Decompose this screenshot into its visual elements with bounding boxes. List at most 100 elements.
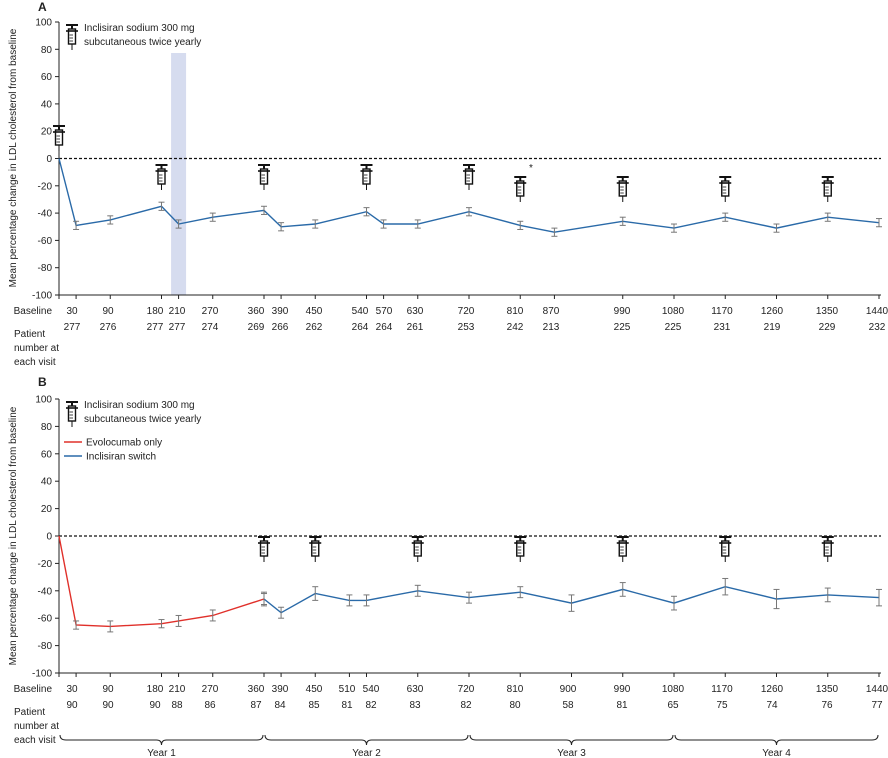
y-tick-label: -100 — [32, 291, 52, 302]
patient-count: 276 — [100, 322, 117, 333]
x-tick-label: 630 — [407, 306, 424, 317]
panel-a-letter: A — [38, 0, 47, 14]
syringe-icon — [52, 125, 66, 152]
panel-a: A Mean percentage change in LDL choleste… — [8, 0, 888, 368]
y-tick-label: -80 — [38, 263, 53, 274]
patient-count: 74 — [766, 700, 778, 711]
y-tick-label: 0 — [46, 154, 52, 165]
panel-a-patient-row-label-2: number at — [14, 343, 59, 354]
syringe-icon — [257, 164, 271, 191]
patient-count: 269 — [248, 322, 265, 333]
x-tick-label: 1080 — [662, 306, 685, 317]
y-tick-label: -80 — [38, 641, 53, 652]
syringe-icon — [615, 536, 630, 563]
year-label: Year 4 — [762, 748, 791, 758]
syringe-icon — [359, 164, 374, 191]
syringe-icon — [410, 536, 425, 563]
patient-count: 90 — [149, 700, 161, 711]
y-tick-label: 60 — [41, 72, 53, 83]
y-tick-label: 0 — [46, 532, 52, 543]
syringe-icon — [718, 536, 733, 563]
x-tick-label: 1350 — [816, 306, 839, 317]
series-line — [58, 535, 265, 628]
patient-count: 88 — [171, 700, 183, 711]
patient-count: 81 — [616, 700, 628, 711]
x-tick-label: 510 — [339, 684, 356, 695]
y-tick-label: -20 — [38, 181, 53, 192]
x-tick-label: 720 — [458, 684, 475, 695]
y-tick-label: 20 — [41, 127, 53, 138]
patient-count: 86 — [204, 700, 216, 711]
x-tick-label: 1080 — [662, 684, 685, 695]
x-tick-label: 210 — [169, 306, 186, 317]
patient-count: 225 — [665, 322, 682, 333]
patient-count: 85 — [308, 700, 320, 711]
y-tick-label: 80 — [41, 422, 53, 433]
syringe-icon — [615, 176, 630, 203]
panel-a-legend-line-1: Inclisiran sodium 300 mg — [84, 23, 195, 34]
x-tick-label: 1170 — [711, 684, 733, 695]
y-tick-label: 100 — [35, 18, 52, 29]
patient-count: 232 — [869, 322, 886, 333]
panel-a-y-axis-label: Mean percentage change in LDL cholestero… — [8, 28, 19, 287]
x-tick-label: 210 — [169, 684, 186, 695]
syringe-icon — [820, 536, 835, 563]
y-tick-label: -40 — [38, 209, 53, 220]
patient-count: 225 — [614, 322, 631, 333]
x-tick-label: 720 — [458, 306, 475, 317]
y-tick-label: -60 — [38, 236, 53, 247]
y-tick-label: 40 — [41, 99, 53, 110]
patient-count: 262 — [306, 322, 323, 333]
x-tick-label: 630 — [407, 684, 424, 695]
x-tick-label: 570 — [376, 306, 393, 317]
x-tick-label: 900 — [560, 684, 577, 695]
syringe-icon — [308, 536, 323, 563]
panel-b-patient-row-label-3: each visit — [14, 735, 56, 746]
patient-count: 219 — [764, 322, 781, 333]
year-bracket — [59, 734, 264, 746]
patient-count: 87 — [250, 700, 262, 711]
panel-a-patient-row-label-1: Patient — [14, 329, 45, 340]
x-tick-label: 1170 — [711, 306, 733, 317]
y-tick-label: -60 — [38, 614, 53, 625]
patient-count: 80 — [509, 700, 521, 711]
x-tick-label: 270 — [202, 684, 219, 695]
patient-count: 83 — [409, 700, 421, 711]
year-bracket — [264, 734, 469, 746]
patient-count: 264 — [376, 322, 393, 333]
legend-label: Evolocumab only — [86, 438, 162, 449]
x-tick-label: 990 — [614, 684, 631, 695]
x-tick-label: 810 — [507, 684, 524, 695]
x-tick-label: 450 — [306, 306, 323, 317]
patient-count: 264 — [352, 322, 369, 333]
syringe-icon — [257, 536, 271, 563]
year-label: Year 3 — [557, 748, 586, 758]
x-tick-label: 270 — [202, 306, 219, 317]
y-tick-label: 60 — [41, 449, 53, 460]
patient-count: 81 — [341, 700, 353, 711]
syringe-icon — [513, 176, 528, 203]
x-tick-label: 450 — [306, 684, 323, 695]
patient-count: 82 — [365, 700, 377, 711]
panel-a-legend-line-2: subcutaneous twice yearly — [84, 37, 201, 48]
patient-count: 84 — [274, 700, 286, 711]
patient-count: 274 — [202, 322, 219, 333]
year-label: Year 2 — [352, 748, 381, 758]
x-tick-label: 540 — [352, 306, 369, 317]
x-tick-label: 360 — [248, 684, 265, 695]
x-tick-label: 90 — [102, 684, 114, 695]
patient-count: 261 — [407, 322, 424, 333]
panel-b: B Mean percentage change in LDL choleste… — [8, 375, 888, 758]
x-tick-label: 390 — [272, 684, 289, 695]
x-tick-label: 1440 — [866, 306, 888, 317]
panel-a-patient-row-label-3: each visit — [14, 357, 56, 368]
x-tick-label: 1440 — [866, 684, 888, 695]
patient-count: 231 — [714, 322, 731, 333]
patient-count: 253 — [458, 322, 475, 333]
x-tick-label: 1350 — [816, 684, 839, 695]
panel-b-y-axis-label: Mean percentage change in LDL cholestero… — [8, 406, 19, 665]
x-tick-label: 810 — [507, 306, 524, 317]
x-tick-label: 90 — [102, 306, 114, 317]
panel-a-baseline-label: Baseline — [14, 306, 53, 317]
